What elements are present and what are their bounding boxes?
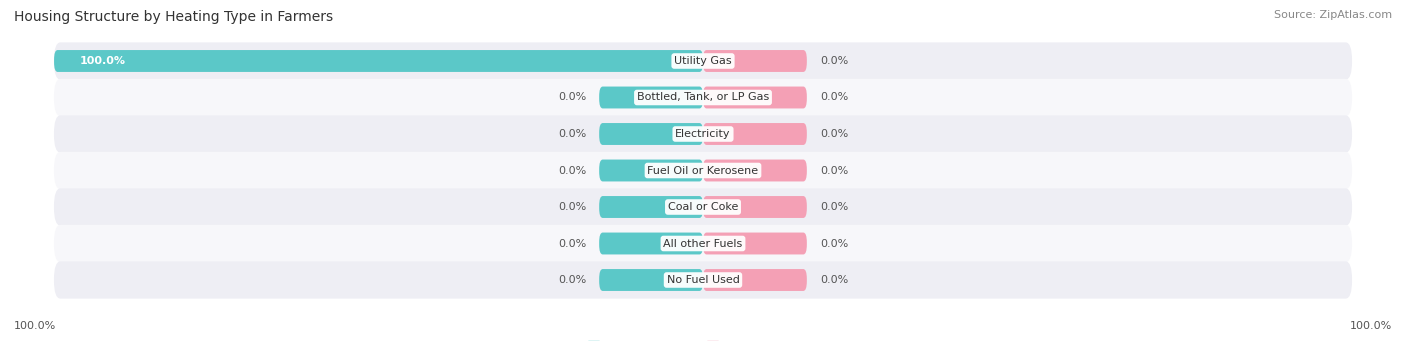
FancyBboxPatch shape [703,196,807,218]
FancyBboxPatch shape [599,123,703,145]
FancyBboxPatch shape [53,225,1353,262]
Text: Housing Structure by Heating Type in Farmers: Housing Structure by Heating Type in Far… [14,10,333,24]
FancyBboxPatch shape [599,196,703,218]
FancyBboxPatch shape [53,115,1353,153]
Text: 100.0%: 100.0% [80,56,127,66]
FancyBboxPatch shape [53,152,1353,189]
FancyBboxPatch shape [703,123,807,145]
Text: 0.0%: 0.0% [558,202,586,212]
Text: 0.0%: 0.0% [820,92,848,103]
Text: 0.0%: 0.0% [820,202,848,212]
Text: 0.0%: 0.0% [820,238,848,249]
FancyBboxPatch shape [599,269,703,291]
FancyBboxPatch shape [703,160,807,181]
FancyBboxPatch shape [599,87,703,108]
Text: 100.0%: 100.0% [14,321,56,331]
Text: Utility Gas: Utility Gas [675,56,731,66]
Text: 100.0%: 100.0% [1350,321,1392,331]
Text: 0.0%: 0.0% [820,275,848,285]
FancyBboxPatch shape [53,50,703,72]
Text: 0.0%: 0.0% [558,238,586,249]
Text: 0.0%: 0.0% [558,92,586,103]
FancyBboxPatch shape [703,87,807,108]
FancyBboxPatch shape [703,269,807,291]
Text: No Fuel Used: No Fuel Used [666,275,740,285]
Text: 0.0%: 0.0% [558,275,586,285]
FancyBboxPatch shape [703,233,807,254]
FancyBboxPatch shape [53,262,1353,299]
Text: 0.0%: 0.0% [820,129,848,139]
FancyBboxPatch shape [53,79,1353,116]
Text: 0.0%: 0.0% [820,56,848,66]
FancyBboxPatch shape [599,233,703,254]
Text: 0.0%: 0.0% [558,129,586,139]
Text: All other Fuels: All other Fuels [664,238,742,249]
Text: Fuel Oil or Kerosene: Fuel Oil or Kerosene [647,165,759,176]
Text: Source: ZipAtlas.com: Source: ZipAtlas.com [1274,10,1392,20]
Text: Bottled, Tank, or LP Gas: Bottled, Tank, or LP Gas [637,92,769,103]
Text: 0.0%: 0.0% [558,165,586,176]
FancyBboxPatch shape [703,50,807,72]
FancyBboxPatch shape [53,188,1353,226]
FancyBboxPatch shape [53,42,1353,79]
Text: Electricity: Electricity [675,129,731,139]
FancyBboxPatch shape [599,160,703,181]
Text: 0.0%: 0.0% [820,165,848,176]
Text: Coal or Coke: Coal or Coke [668,202,738,212]
